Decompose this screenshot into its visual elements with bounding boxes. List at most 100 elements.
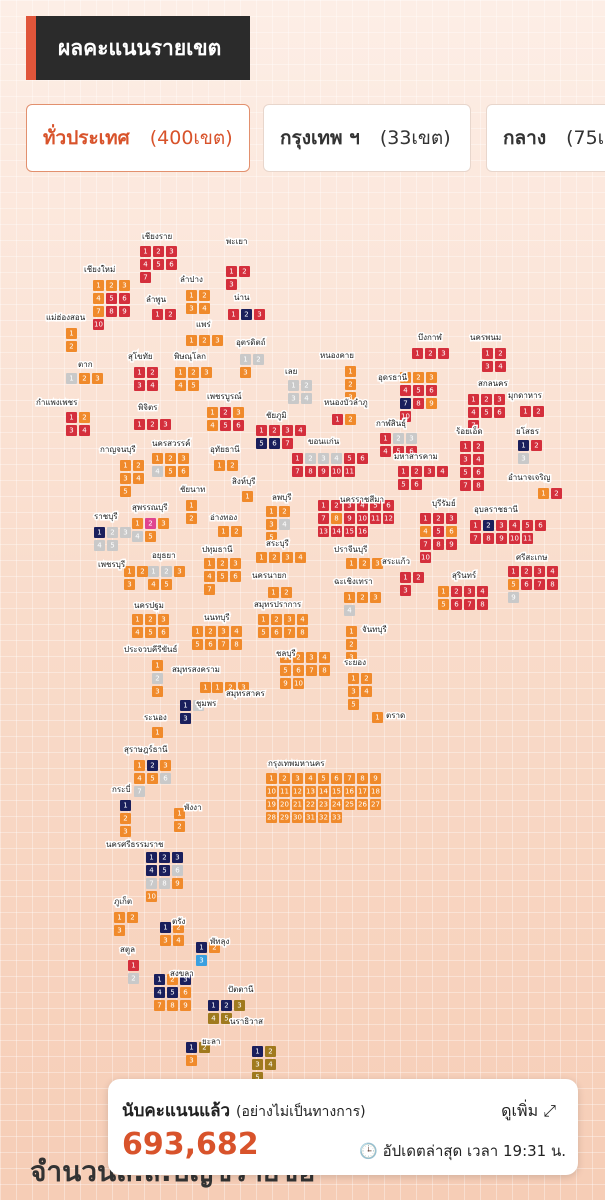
district-number: 1 — [195, 628, 199, 636]
district-cell — [221, 1013, 232, 1024]
district-number: 1 — [96, 282, 100, 290]
district-cell — [483, 520, 494, 531]
district-number: 6 — [274, 629, 279, 637]
district-cell — [66, 425, 77, 436]
district-number: 30 — [293, 814, 302, 822]
tab[interactable]: กลาง (75เขต) — [486, 104, 605, 172]
district-cell — [180, 700, 191, 711]
district-cell — [148, 579, 159, 590]
district-cell — [345, 366, 356, 377]
district-cell — [496, 533, 507, 544]
province-label: อ่างทอง — [210, 513, 237, 522]
district-number: 2 — [162, 854, 166, 862]
district-number: 4 — [440, 468, 445, 476]
district-number: 6 — [429, 387, 434, 395]
district-number: 1 — [69, 330, 73, 338]
district-number: 8 — [476, 482, 480, 490]
district-number: 6 — [409, 448, 414, 456]
province-label: อุดรธานี — [378, 373, 408, 382]
district-number: 7 — [207, 586, 211, 594]
district-cell — [331, 453, 342, 464]
district-cell — [266, 532, 277, 543]
district-number: 5 — [511, 581, 515, 589]
district-cell — [372, 712, 383, 723]
district-number: 2 — [82, 375, 86, 383]
district-cell — [160, 760, 171, 771]
district-number: 3 — [175, 854, 179, 862]
district-cell — [266, 812, 277, 823]
district-number: 1 — [348, 368, 352, 376]
district-number: 2 — [150, 369, 154, 377]
district-cell — [124, 579, 135, 590]
district-cell — [147, 367, 158, 378]
district-cell — [153, 246, 164, 257]
district-cell — [348, 699, 359, 710]
district-cell — [218, 626, 229, 637]
district-number: 1 — [157, 976, 161, 984]
tab-count: (400เขต) — [149, 127, 233, 149]
tab[interactable]: กรุงเทพ ฯ (33เขต) — [263, 104, 471, 172]
district-cell — [192, 639, 203, 650]
district-number: 2 — [136, 462, 140, 470]
district-cell — [508, 592, 519, 603]
district-cell — [230, 571, 241, 582]
district-number: 1 — [127, 568, 131, 576]
more-link[interactable]: ดูเพิ่ม ⤢ — [501, 1101, 556, 1120]
district-number: 3 — [257, 311, 261, 319]
district-number: 2 — [282, 775, 286, 783]
district-number: 1 — [347, 594, 351, 602]
district-number: 8 — [550, 581, 554, 589]
district-cell — [344, 592, 355, 603]
district-cell — [292, 786, 303, 797]
district-number: 10 — [294, 680, 303, 688]
district-cell — [94, 540, 105, 551]
district-number: 1 — [189, 292, 193, 300]
district-number: 3 — [497, 396, 501, 404]
district-cell — [293, 678, 304, 689]
district-number: 1 — [137, 369, 141, 377]
district-cell — [446, 539, 457, 550]
district-number: 7 — [295, 468, 299, 476]
district-cell — [134, 786, 145, 797]
district-cell — [152, 453, 163, 464]
province-label: นครนายก — [252, 571, 287, 580]
district-cell — [227, 460, 238, 471]
district-number: 6 — [181, 468, 186, 476]
district-number: 4 — [135, 629, 140, 637]
district-number: 6 — [161, 629, 166, 637]
province-label: อยุธยา — [152, 551, 176, 560]
district-number: 33 — [332, 814, 341, 822]
district-cell — [180, 713, 191, 724]
district-number: 13 — [306, 788, 315, 796]
district-cell — [508, 579, 519, 590]
district-cell — [357, 592, 368, 603]
district-number: 17 — [358, 788, 367, 796]
district-cell — [127, 912, 138, 923]
district-number: 4 — [476, 456, 481, 464]
update-text: อัปเดตล่าสุด เวลา 19:31 น. — [382, 1142, 566, 1160]
district-cell — [154, 974, 165, 985]
district-cell — [204, 584, 215, 595]
district-number: 2 — [191, 369, 195, 377]
province-label: บุรีรัมย์ — [432, 498, 456, 508]
district-cell — [178, 466, 189, 477]
district-number: 15 — [332, 788, 341, 796]
tab[interactable]: ทั่วประเทศ (400เขต) — [26, 104, 250, 172]
district-cell — [124, 566, 135, 577]
district-cell — [196, 955, 207, 966]
district-cell — [175, 367, 186, 378]
district-number: 3 — [427, 468, 431, 476]
district-number: 5 — [525, 522, 529, 530]
district-cell — [214, 460, 225, 471]
province-label: สมุทรสงคราม — [172, 665, 220, 674]
district-cell — [522, 533, 533, 544]
district-cell — [551, 488, 562, 499]
district-number: 3 — [95, 375, 99, 383]
district-cell — [207, 420, 218, 431]
district-cell — [400, 572, 411, 583]
district-number: 1 — [149, 854, 153, 862]
district-number: 4 — [96, 295, 101, 303]
province-label: นครปฐม — [134, 601, 164, 610]
district-cell — [152, 309, 163, 320]
district-cell — [438, 599, 449, 610]
